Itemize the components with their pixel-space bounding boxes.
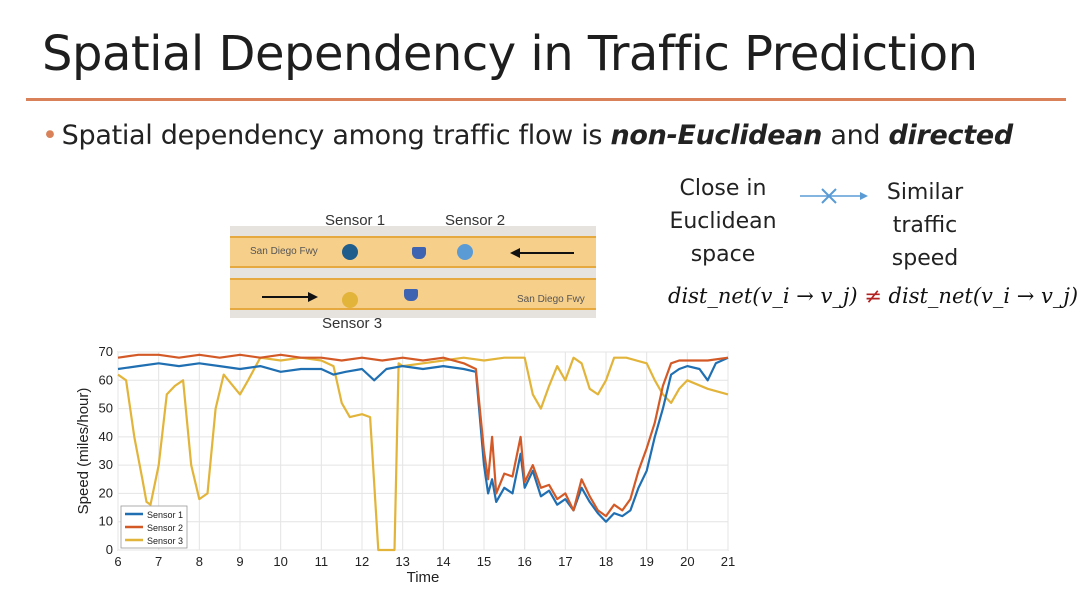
y-tick-label: 10 [99, 514, 113, 529]
sensor-2-label: Sensor 2 [445, 212, 506, 229]
crossed-arrow-icon [800, 188, 868, 204]
formula-neq: ≠ [864, 284, 882, 308]
y-tick-label: 50 [99, 401, 113, 416]
formula-rhs: dist_net(v_i → v_j) [888, 284, 1079, 308]
y-tick-label: 40 [99, 429, 113, 444]
bullet-dot: • [42, 120, 58, 151]
slide-title: Spatial Dependency in Traffic Prediction [42, 26, 978, 82]
x-tick-label: 6 [114, 554, 121, 569]
x-tick-label: 9 [236, 554, 243, 569]
legend-label: Sensor 1 [147, 510, 183, 520]
x-tick-label: 8 [196, 554, 203, 569]
y-axis-label: Speed (miles/hour) [75, 388, 92, 515]
speed-chart: 6 7 8 9 10 11 12 13 14 15 16 17 18 19 20 21 0 10 20 30 40 50 6… [75, 344, 735, 586]
x-tick-label: 14 [436, 554, 450, 569]
title-divider [26, 98, 1066, 101]
series-line-sensor-2 [117, 353, 729, 518]
x-tick-label: 12 [355, 554, 369, 569]
road-label-bottom: San Diego Fwy [517, 294, 585, 305]
x-tick-label: 17 [558, 554, 572, 569]
arrow-right-icon [262, 292, 318, 302]
x-axis-label: Time [407, 569, 440, 586]
similar-line-3: speed [891, 246, 959, 271]
similar-line-2: traffic [892, 213, 958, 238]
distance-formula: dist_net(v_i → v_j) ≠ dist_net(v_i → v_j… [668, 284, 1078, 308]
y-tick-label: 20 [99, 485, 113, 500]
similar-line-1: Similar [886, 180, 964, 205]
x-tick-label: 13 [395, 554, 409, 569]
sensor-3-marker [342, 292, 358, 308]
euclidean-line-3: space [690, 242, 756, 267]
sensor-2-marker [457, 244, 473, 260]
sensor-3-label: Sensor 3 [322, 315, 383, 332]
x-tick-label: 16 [517, 554, 531, 569]
formula-lhs: dist_net(v_i → v_j) [668, 284, 858, 308]
x-tick-label: 10 [273, 554, 287, 569]
series-line-sensor-1 [117, 356, 729, 523]
x-tick-label: 20 [680, 554, 694, 569]
euclidean-line-2: Euclidean [669, 209, 777, 234]
x-tick-label: 15 [477, 554, 491, 569]
y-tick-label: 60 [99, 372, 113, 387]
interstate-shield-icon [404, 289, 418, 301]
similar-speed-box: Similar traffic speed [872, 176, 978, 275]
x-tick-label: 19 [639, 554, 653, 569]
legend-label: Sensor 3 [147, 536, 183, 546]
y-tick-label: 30 [99, 457, 113, 472]
y-tick-label: 0 [106, 542, 113, 557]
x-tick-label: 18 [599, 554, 613, 569]
bullet-prefix: Spatial dependency among traffic flow is [61, 120, 611, 151]
interstate-shield-icon [412, 247, 426, 259]
sensor-1-label: Sensor 1 [325, 212, 386, 229]
road-label-top: San Diego Fwy [250, 246, 318, 257]
arrow-left-icon [510, 248, 574, 258]
euclidean-line-1: Close in [679, 176, 767, 201]
x-tick-label: 21 [721, 554, 735, 569]
y-tick-label: 70 [99, 344, 113, 359]
bullet-middle: and [822, 120, 889, 151]
bullet-point: • Spatial dependency among traffic flow i… [42, 120, 1013, 151]
sensor-1-marker [342, 244, 358, 260]
euclidean-box: Close in Euclidean space [668, 172, 778, 271]
emphasis-non-euclidean: non-Euclidean [610, 120, 823, 151]
x-tick-label: 11 [315, 554, 329, 569]
plot-area [117, 351, 729, 551]
x-tick-label: 7 [155, 554, 162, 569]
legend-label: Sensor 2 [147, 523, 183, 533]
emphasis-directed: directed [888, 120, 1014, 151]
road-map: San Diego Fwy San Diego Fwy [230, 226, 596, 318]
series-line-sensor-3 [117, 356, 729, 552]
